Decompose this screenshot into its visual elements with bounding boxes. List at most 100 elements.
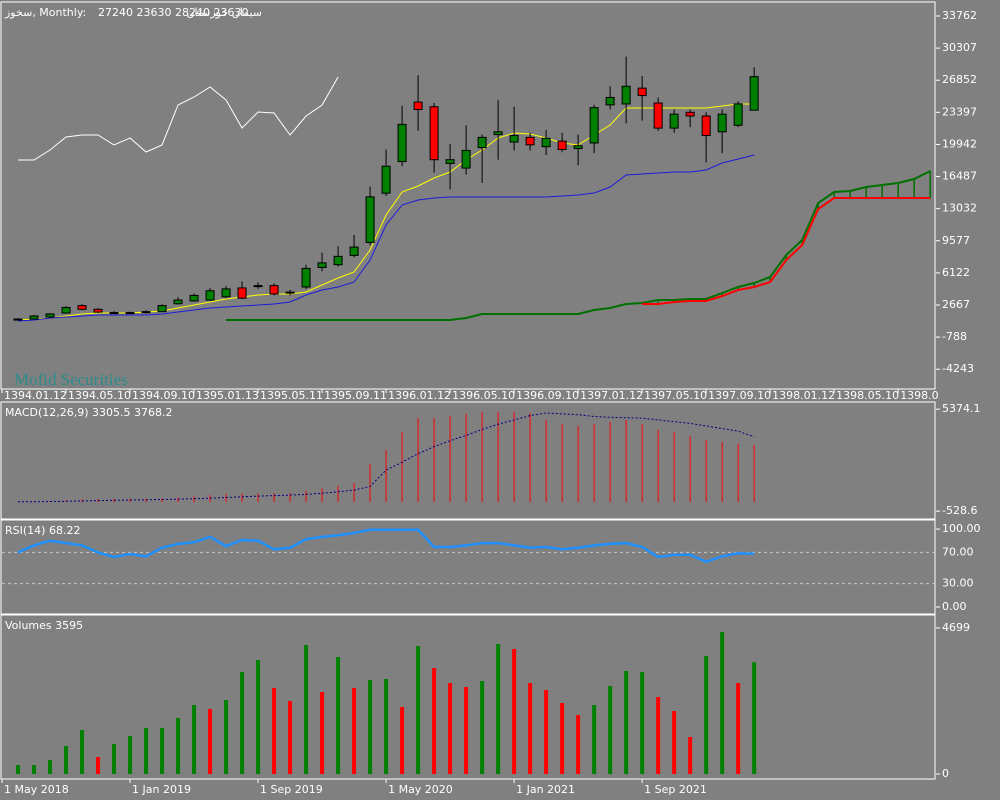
- y-tick-label: 100.00: [942, 522, 981, 535]
- candle-body: [13, 318, 23, 321]
- candle-body: [301, 267, 311, 288]
- volume-bar: [112, 744, 117, 774]
- volume-bar: [224, 699, 229, 774]
- candle-body: [333, 255, 343, 266]
- candle-body: [285, 291, 295, 294]
- volume-bar: [304, 644, 309, 774]
- candle-body: [685, 111, 695, 117]
- volume-bar: [688, 736, 693, 774]
- y-tick-label: 13032: [942, 202, 977, 215]
- candle-body: [253, 285, 263, 288]
- volume-bar: [128, 735, 133, 774]
- panel-title: RSI(14) 68.22: [5, 524, 80, 537]
- candle-body: [45, 313, 55, 318]
- x-tick-label: 1395.05.11: [260, 389, 323, 402]
- x-tick-label: 1 Jan 2019: [132, 783, 191, 796]
- x-tick-label: 1396.01.12: [388, 389, 451, 402]
- volume-bar: [416, 645, 421, 774]
- candle-body: [381, 165, 391, 194]
- candle-body: [77, 305, 87, 310]
- volume-bar: [16, 764, 21, 774]
- candle-body: [653, 102, 663, 129]
- candle-body: [589, 107, 599, 144]
- volume-bar: [576, 714, 581, 774]
- candle-body: [637, 87, 647, 97]
- y-tick-label: 0.00: [942, 600, 967, 613]
- candle-body: [365, 196, 375, 243]
- panel-subtitle: 27240 23630 28240 23630: [98, 6, 248, 19]
- candle-body: [749, 76, 759, 111]
- volume-bar: [64, 745, 69, 774]
- y-tick-label: 2667: [942, 298, 970, 311]
- y-tick-label: 4699: [942, 621, 970, 634]
- candle-body: [93, 308, 103, 313]
- panel-frame: [0, 519, 936, 615]
- volume-bar: [480, 680, 485, 774]
- x-tick-label: 1397.05.10: [644, 389, 707, 402]
- volume-bar: [256, 659, 261, 774]
- x-tick-label: 1394.05.10: [68, 389, 131, 402]
- volume-bar: [192, 704, 197, 774]
- volume-bar: [720, 631, 725, 774]
- y-tick-label: 16487: [942, 170, 977, 183]
- level-label: 70.00: [942, 545, 974, 558]
- candle-body: [221, 288, 231, 298]
- volume-bar: [400, 706, 405, 774]
- candle-body: [237, 287, 247, 299]
- panel-title: MACD(12,26,9) 3305.5 3768.2: [5, 406, 173, 419]
- volume-bar: [496, 643, 501, 774]
- watermark: Mofid Securities: [14, 370, 128, 389]
- instrument-name: سیمان خوزستان: [186, 6, 262, 19]
- volume-bar: [544, 689, 549, 774]
- candle-body: [669, 113, 679, 129]
- candle-body: [109, 312, 119, 315]
- y-tick-label: -528.6: [942, 504, 977, 517]
- ma-line: [18, 76, 339, 161]
- candle-body: [509, 135, 519, 143]
- candle-body: [477, 136, 487, 149]
- x-tick-label: 1 May 2020: [388, 783, 453, 796]
- volume-bar: [352, 688, 357, 774]
- y-tick-label: -788: [942, 330, 967, 343]
- x-tick-label: 1 May 2018: [4, 783, 69, 796]
- y-tick-label: -4243: [942, 362, 974, 375]
- panel-title: سخوز, Monthly:: [4, 6, 86, 19]
- y-tick-label: 23397: [942, 105, 977, 118]
- x-tick-label: 1397.09.10: [708, 389, 771, 402]
- volume-bar: [96, 756, 101, 774]
- candle-body: [717, 113, 727, 133]
- x-tick-label: 1394.01.12: [4, 389, 67, 402]
- panel-frame: [0, 401, 936, 520]
- candle-body: [173, 299, 183, 305]
- candle-body: [621, 85, 631, 105]
- candle-body: [445, 159, 455, 164]
- x-tick-label: 1394.09.10: [132, 389, 195, 402]
- rsi-line: [17, 528, 755, 564]
- ma-line: [17, 103, 755, 321]
- x-tick-label: 1 Sep 2019: [260, 783, 323, 796]
- x-tick-label: 1398.01.12: [772, 389, 835, 402]
- volume-bar: [640, 671, 645, 774]
- candle-body: [701, 115, 711, 137]
- x-tick-label: 1395.09.11: [324, 389, 387, 402]
- x-tick-label: 1 Jan 2021: [516, 783, 575, 796]
- candle-body: [317, 262, 327, 269]
- level-label: 30.00: [942, 577, 974, 590]
- y-tick-label: 19942: [942, 137, 977, 150]
- x-tick-label: 1396.09.10: [516, 389, 579, 402]
- volume-bar: [240, 671, 245, 774]
- volume-bar: [320, 691, 325, 774]
- candle-body: [557, 140, 567, 150]
- y-tick-label: 30307: [942, 41, 977, 54]
- volume-bar: [512, 648, 517, 774]
- y-tick-label: 26852: [942, 73, 977, 86]
- panel-title: Volumes 3595: [5, 619, 83, 632]
- volume-bar: [432, 667, 437, 774]
- candle-body: [349, 246, 359, 256]
- candle-body: [733, 103, 743, 126]
- x-tick-label: 1 Sep 2021: [644, 783, 707, 796]
- volume-bar: [48, 760, 53, 774]
- volume-bar: [752, 662, 757, 774]
